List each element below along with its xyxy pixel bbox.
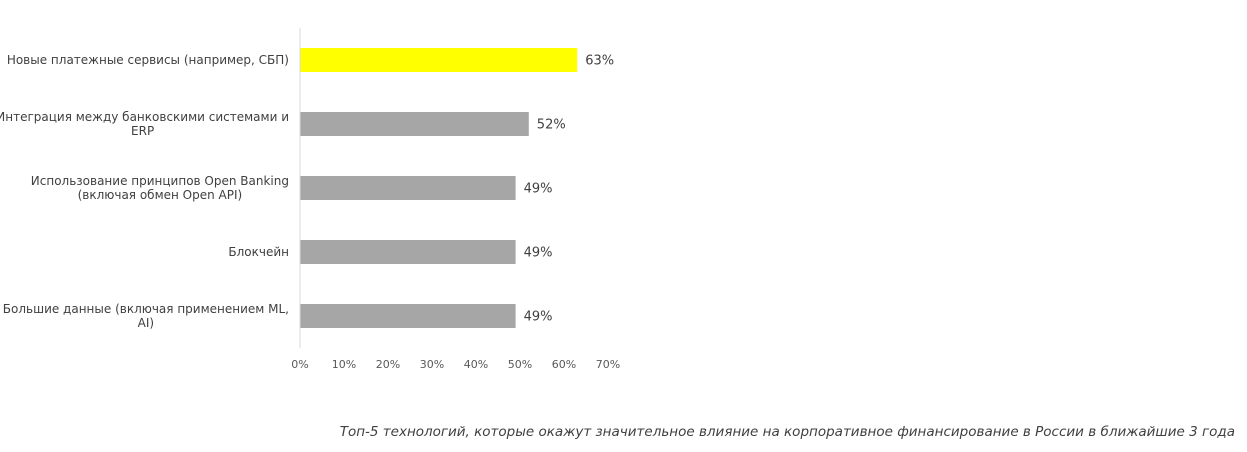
category-label-2: Интеграция между банковскими системами и… [0,110,289,138]
bar-5 [300,304,516,328]
bar-1 [300,48,578,72]
x-tick-label: 50% [508,358,532,371]
category-label-1: Новые платежные сервисы (например, СБП) [7,53,289,67]
x-tick-label: 20% [376,358,400,371]
data-label-1: 63% [585,54,614,69]
data-label-2: 52% [537,118,566,133]
x-tick-label: 40% [464,358,488,371]
x-tick-label: 60% [552,358,576,371]
data-label-4: 49% [524,246,553,261]
bars [300,48,578,328]
category-labels: Новые платежные сервисы (например, СБП) И… [0,53,289,330]
data-label-3: 49% [524,182,553,197]
x-tick-label: 70% [596,358,620,371]
category-label-4: Блокчейн [228,245,289,259]
data-labels: 63% 52% 49% 49% 49% [524,54,615,325]
category-label-3: Использование принципов Open Banking (вкл… [31,174,289,202]
x-tick-labels: 0% 10% 20% 30% 40% 50% 60% 70% [291,358,620,371]
bar-3 [300,176,516,200]
x-tick-label: 0% [291,358,308,371]
bar-2 [300,112,529,136]
bar-4 [300,240,516,264]
x-tick-label: 30% [420,358,444,371]
category-label-5: Большие данные (включая применением ML, A… [3,302,289,330]
x-tick-label: 10% [332,358,356,371]
data-label-5: 49% [524,310,553,325]
bar-chart: Новые платежные сервисы (например, СБП) И… [0,28,620,371]
chart-caption: Топ-5 технологий, которые окажут значите… [339,424,1235,440]
